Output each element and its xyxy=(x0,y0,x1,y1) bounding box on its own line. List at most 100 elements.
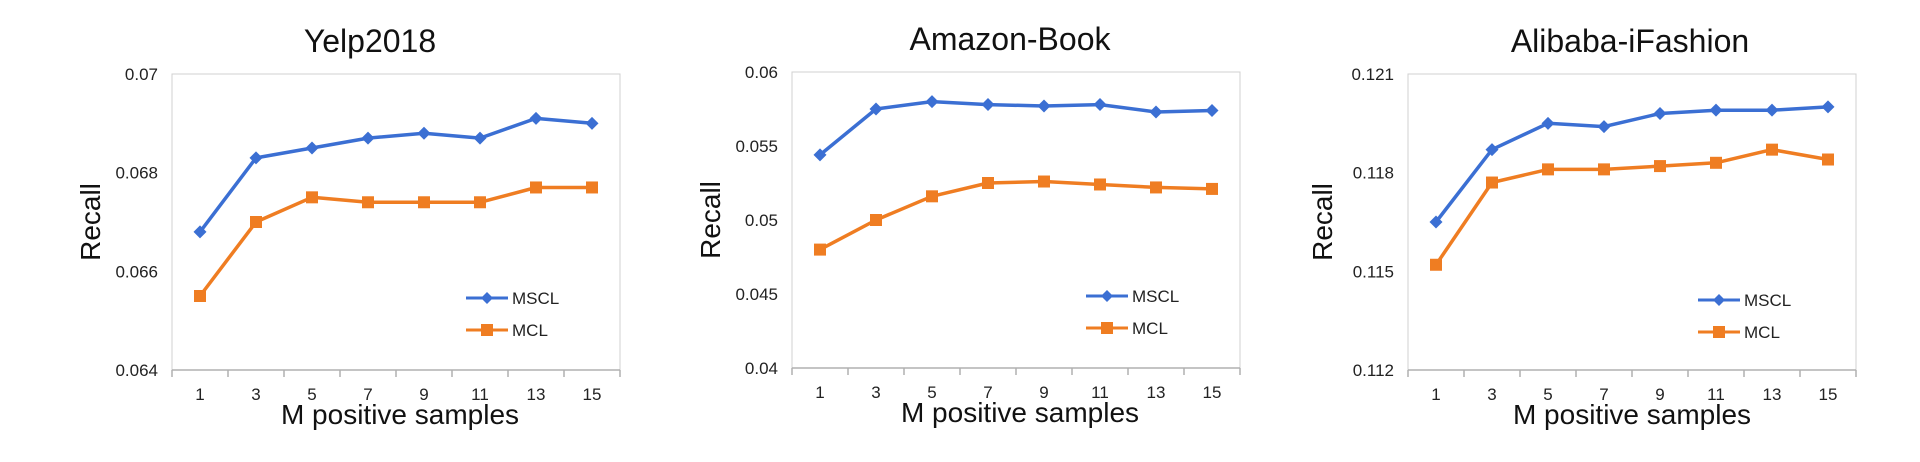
series-layer xyxy=(193,111,599,302)
x-tick-labels: 1 3 5 7 9 11 13 15 xyxy=(195,385,601,404)
x-tick-label: 11 xyxy=(1707,385,1725,404)
data-point-mscl xyxy=(1093,98,1107,112)
x-tick-label: 13 xyxy=(1763,385,1782,404)
chart-title: Amazon-Book xyxy=(910,21,1112,57)
data-point-mcl xyxy=(250,216,262,228)
data-point-mscl xyxy=(1821,100,1835,114)
data-point-mcl xyxy=(1766,143,1778,156)
x-tick-label: 7 xyxy=(363,385,372,404)
legend-label-mcl: MCL xyxy=(512,321,548,340)
data-point-mscl xyxy=(1709,103,1723,117)
y-tick-label: 0.064 xyxy=(115,361,158,380)
x-tick-label: 5 xyxy=(1543,385,1552,404)
legend-label-mscl: MSCL xyxy=(1744,291,1791,310)
x-tick-label: 3 xyxy=(1487,385,1496,404)
y-tick-label: 0.05 xyxy=(745,211,778,230)
data-point-mscl xyxy=(1149,105,1163,119)
x-tick-label: 7 xyxy=(983,383,992,402)
y-tick-label: 0.115 xyxy=(1353,262,1394,281)
legend-label-mcl: MCL xyxy=(1132,319,1168,338)
data-point-mscl xyxy=(361,131,375,145)
data-point-mscl xyxy=(1541,116,1555,130)
y-tick-label: 0.04 xyxy=(745,359,778,378)
data-point-mscl xyxy=(1037,99,1051,113)
data-point-mscl xyxy=(1429,215,1443,229)
legend-marker-mscl xyxy=(481,292,493,304)
x-tick-label: 11 xyxy=(1091,383,1109,402)
x-tick-label: 1 xyxy=(1431,385,1440,404)
data-point-mcl xyxy=(1486,176,1498,189)
series-line-mscl xyxy=(1434,105,1829,224)
data-point-mscl xyxy=(305,141,319,155)
x-tick-label: 13 xyxy=(1147,383,1166,402)
data-point-mcl xyxy=(1038,175,1050,188)
data-point-mscl xyxy=(925,95,939,109)
y-tick-label: 0.068 xyxy=(115,164,158,183)
data-point-mscl xyxy=(417,126,431,140)
data-point-mscl xyxy=(1485,143,1499,157)
data-point-mcl xyxy=(870,214,882,226)
series-line-mscl xyxy=(198,116,593,233)
data-point-mcl xyxy=(982,177,994,189)
y-tick-label: 0.112 xyxy=(1353,361,1394,380)
y-tick-label: 0.118 xyxy=(1353,164,1394,183)
data-point-mcl xyxy=(1150,181,1162,194)
y-tick-label: 0.07 xyxy=(125,65,158,84)
data-point-mcl xyxy=(306,191,318,204)
y-tick-label: 0.055 xyxy=(735,137,778,156)
x-tick-label: 13 xyxy=(527,385,546,404)
y-axis-label: Recall xyxy=(1307,183,1338,261)
y-tick-label: 0.045 xyxy=(735,285,778,304)
x-axis-label: M positive samples xyxy=(1513,399,1751,430)
x-tick-marks xyxy=(171,370,621,377)
data-point-mscl xyxy=(193,225,207,239)
y-axis-label: Recall xyxy=(75,183,106,261)
data-point-mcl xyxy=(194,290,206,302)
legend-marker-mcl xyxy=(1101,322,1113,334)
x-axis-label: M positive samples xyxy=(901,397,1139,428)
series-line-mcl xyxy=(198,185,592,298)
y-tick-labels: 0.112 0.115 0.118 0.121 xyxy=(1351,65,1394,380)
x-tick-label: 5 xyxy=(927,383,936,402)
data-point-mcl xyxy=(1710,156,1722,169)
x-tick-label: 5 xyxy=(307,385,316,404)
legend-marker-mcl xyxy=(481,324,493,336)
data-point-mcl xyxy=(362,196,374,209)
data-point-mscl xyxy=(869,102,883,116)
data-point-mscl xyxy=(585,116,599,130)
y-tick-labels: 0.04 0.045 0.05 0.055 0.06 xyxy=(735,63,778,378)
x-tick-labels: 1 3 5 7 9 11 13 15 xyxy=(1431,385,1837,404)
data-point-mcl xyxy=(1654,160,1666,173)
legend-marker-mscl xyxy=(1713,294,1725,306)
data-point-mcl xyxy=(1598,163,1610,176)
x-tick-label: 15 xyxy=(1819,385,1838,404)
data-point-mcl xyxy=(1206,182,1218,195)
data-point-mcl xyxy=(586,181,598,194)
x-tick-labels: 1 3 5 7 9 11 13 15 xyxy=(815,383,1221,402)
x-tick-marks xyxy=(791,368,1241,375)
y-tick-labels: 0.064 0.066 0.068 0.07 xyxy=(115,65,158,380)
data-point-mcl xyxy=(530,181,542,194)
data-point-mcl xyxy=(1430,258,1442,271)
x-tick-label: 7 xyxy=(1599,385,1608,404)
series-layer xyxy=(1429,100,1835,271)
x-tick-label: 9 xyxy=(1039,383,1048,402)
chart-title: Yelp2018 xyxy=(304,23,436,59)
legend: MSCL MCL xyxy=(1086,287,1179,338)
data-point-mcl xyxy=(814,243,826,256)
legend-label-mscl: MSCL xyxy=(512,289,559,308)
x-axis-label: M positive samples xyxy=(281,399,519,430)
data-point-mcl xyxy=(926,190,938,203)
x-tick-label: 15 xyxy=(583,385,602,404)
legend-label-mcl: MCL xyxy=(1744,323,1780,342)
series-line-mcl xyxy=(1434,147,1829,266)
series-line-mscl xyxy=(818,99,1213,157)
data-point-mscl xyxy=(1597,120,1611,134)
data-point-mcl xyxy=(1542,163,1554,176)
data-point-mcl xyxy=(1822,153,1834,166)
data-point-mscl xyxy=(1765,103,1779,117)
chart-title: Alibaba-iFashion xyxy=(1511,23,1749,59)
